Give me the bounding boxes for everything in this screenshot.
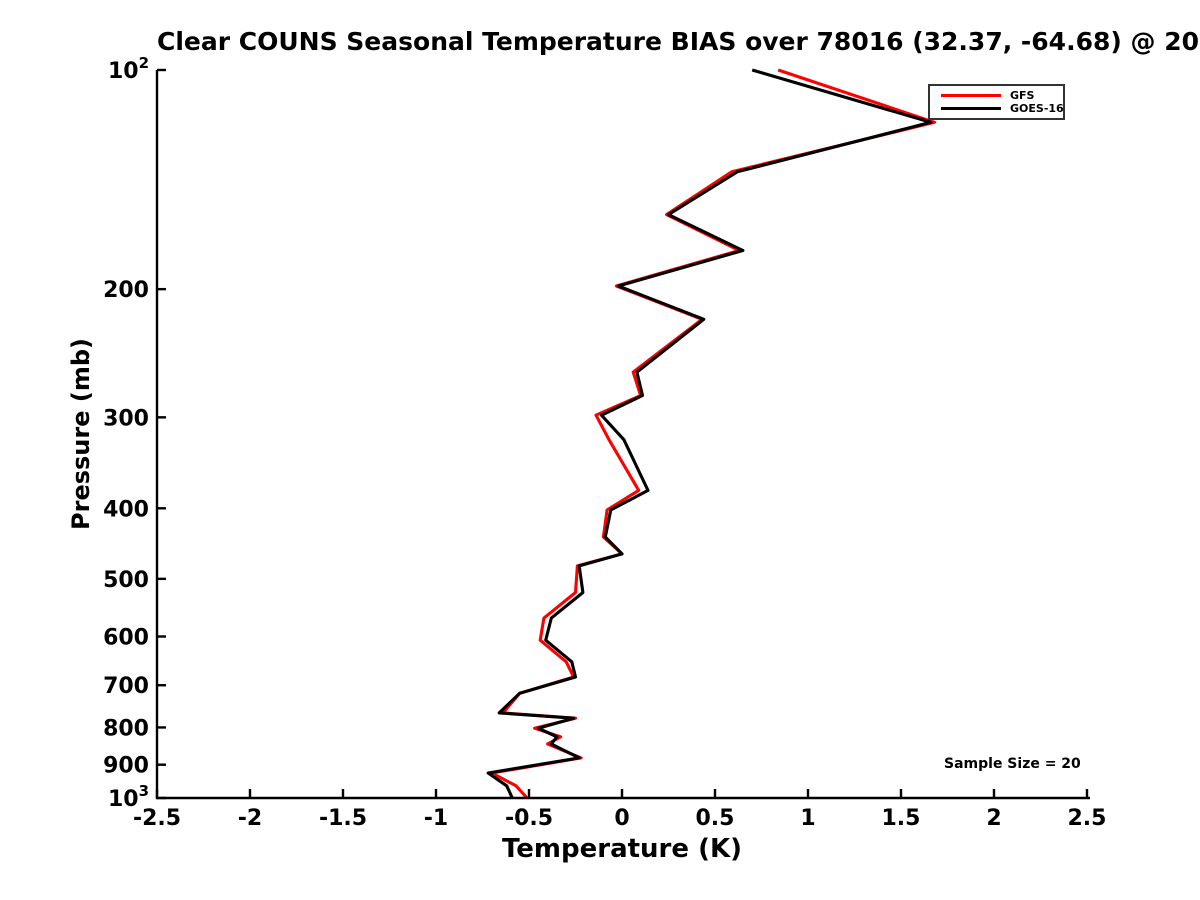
x-tick-label: 1.5: [882, 806, 921, 831]
axis-spines: [155, 70, 1090, 800]
chart-title: Clear COUNS Seasonal Temperature BIAS ov…: [157, 27, 1200, 56]
x-tick-label: -1.5: [319, 806, 367, 831]
legend-item-goes16: GOES-16: [941, 103, 1064, 114]
series-line-gfs: [490, 68, 937, 800]
series-line-goes-16: [486, 68, 933, 799]
y-tick-label: 800: [103, 716, 149, 741]
y-tick-label: 102: [108, 54, 149, 84]
sample-size-annotation: Sample Size = 20: [944, 756, 1081, 772]
y-tick-label: 500: [103, 568, 149, 593]
x-tick-label: -2: [238, 806, 262, 831]
x-tick-label: 0.5: [696, 806, 735, 831]
y-tick-label: 300: [103, 406, 149, 431]
legend-label-gfs: GFS: [1010, 89, 1035, 102]
x-tick-label: -2.5: [133, 806, 181, 831]
legend-item-gfs: GFS: [941, 90, 1057, 101]
y-tick-label: 900: [103, 754, 149, 779]
goes16-line-swatch: [941, 106, 1001, 111]
y-axis-label: Pressure (mb): [67, 338, 95, 530]
y-tick-label: 600: [103, 625, 149, 650]
y-tick-label: 103: [108, 782, 149, 812]
x-tick-label: 2.5: [1068, 806, 1107, 831]
x-axis-label: Temperature (K): [502, 834, 742, 864]
gfs-line-swatch: [941, 93, 1001, 98]
x-tick-label: 1: [800, 806, 815, 831]
x-tick-label: 0: [614, 806, 629, 831]
x-tick-label: -0.5: [505, 806, 553, 831]
x-tick-label: 2: [986, 806, 1001, 831]
legend: GFS GOES-16: [928, 84, 1065, 120]
legend-label-goes16: GOES-16: [1010, 102, 1064, 115]
y-tick-label: 200: [103, 278, 149, 303]
x-tick-label: -1: [424, 806, 448, 831]
y-tick-label: 400: [103, 497, 149, 522]
y-tick-label: 700: [103, 674, 149, 699]
